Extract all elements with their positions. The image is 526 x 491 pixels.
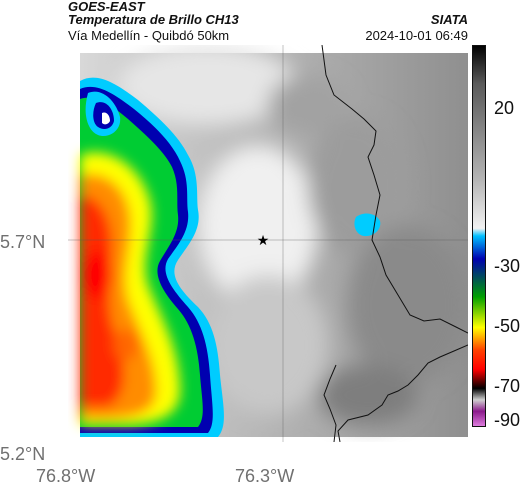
colorbar-tick-minus90: -90: [494, 410, 521, 430]
star-icon: ★: [257, 232, 270, 248]
colorbar-tick-20: 20: [494, 98, 515, 118]
gray-cloud-texture: [118, 45, 468, 425]
longitude-label-west: 76.8°W: [36, 466, 96, 486]
temperature-colorbar: [472, 45, 486, 427]
region-subtitle: Vía Medellín - Quibdó 50km: [68, 28, 230, 43]
latitude-label-south: 5.2°N: [0, 444, 46, 464]
agency-label: SIATA: [430, 12, 468, 27]
colorbar-tick-minus30: -30: [494, 256, 521, 276]
longitude-label-east: 76.3°W: [235, 466, 295, 486]
department-boundary-south: [337, 344, 468, 442]
colorbar-tick-minus70: -70: [494, 376, 521, 396]
brightness-temperature-map[interactable]: ★: [68, 45, 468, 442]
satellite-source: GOES-EAST: [68, 0, 145, 14]
department-boundary: [321, 45, 468, 334]
datetime-label: 2024-10-01 06:49: [365, 28, 468, 43]
colorbar-tick-minus50: -50: [494, 316, 521, 336]
product-title: Temperatura de Brillo CH13: [68, 12, 239, 27]
cloud-core-contours: [80, 152, 181, 425]
latitude-label-north: 5.7°N: [0, 232, 46, 252]
